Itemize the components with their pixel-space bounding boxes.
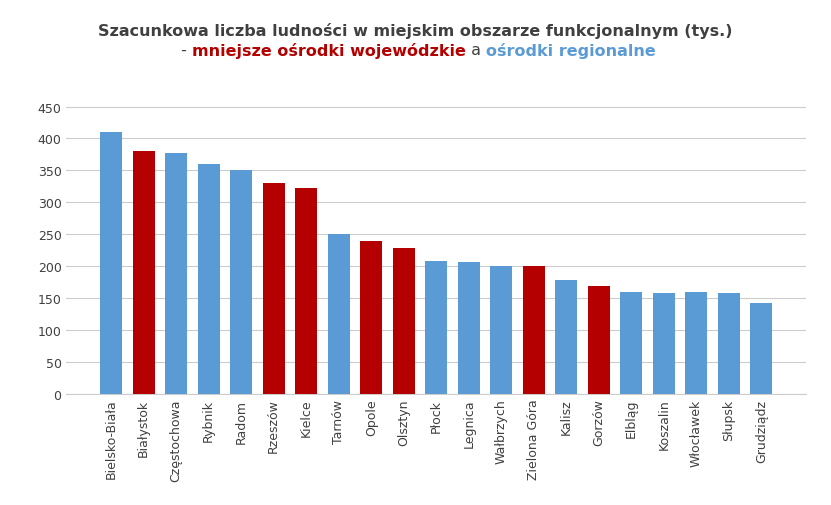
Text: -: - (175, 43, 192, 58)
Text: a: a (465, 43, 485, 58)
Bar (686, 292, 707, 394)
Bar (588, 287, 610, 394)
Bar (393, 249, 415, 394)
Bar (458, 262, 479, 394)
Bar (490, 267, 513, 394)
Bar (198, 165, 219, 394)
Bar (327, 235, 350, 394)
Text: mniejsze ośrodki wojewódzkie: mniejsze ośrodki wojewódzkie (192, 43, 465, 59)
Bar (718, 293, 740, 394)
Bar (133, 152, 155, 394)
Bar (555, 281, 578, 394)
Bar (165, 153, 187, 394)
Text: ośrodki regionalne: ośrodki regionalne (485, 43, 656, 59)
Bar (360, 241, 382, 394)
Bar (750, 304, 773, 394)
Bar (263, 184, 285, 394)
Bar (620, 292, 642, 394)
Bar (295, 189, 317, 394)
Bar (230, 171, 253, 394)
Bar (100, 133, 122, 394)
Bar (425, 262, 447, 394)
Bar (523, 267, 545, 394)
Text: Szacunkowa liczba ludności w miejskim obszarze funkcjonalnym (tys.): Szacunkowa liczba ludności w miejskim ob… (98, 23, 733, 39)
Bar (653, 293, 675, 394)
